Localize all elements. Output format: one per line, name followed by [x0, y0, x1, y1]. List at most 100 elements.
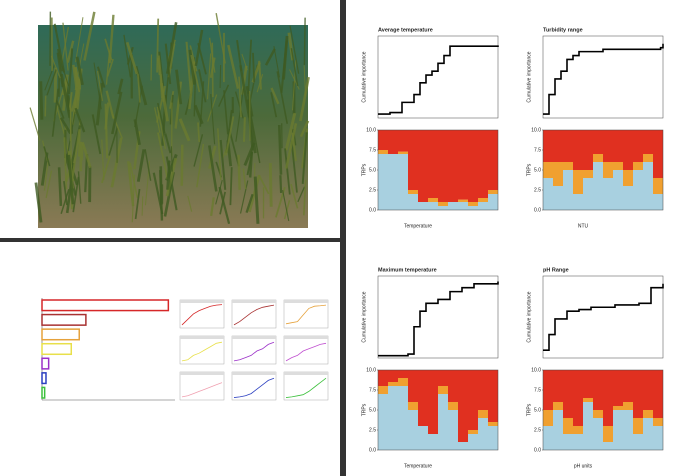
stacked-bar: [643, 410, 653, 418]
seagrass-blade: [74, 107, 86, 133]
seagrass-blade: [239, 65, 251, 118]
stacked-bar: [478, 370, 488, 410]
seagrass-blade: [235, 88, 245, 142]
stacked-bar: [428, 130, 438, 198]
seagrass-blade: [45, 170, 53, 199]
stacked-bar: [468, 434, 478, 450]
seagrass-blade: [67, 48, 74, 95]
stacked-bar: [468, 370, 478, 430]
seagrass-blade: [284, 123, 298, 169]
seagrass-blade: [91, 114, 102, 155]
y-tick-label: 0.0: [534, 207, 541, 213]
mini-plot-frame: [283, 299, 329, 329]
stacked-bar: [448, 202, 458, 210]
stacked-bar: [593, 418, 603, 450]
seagrass-blade: [297, 186, 306, 203]
x-axis-label: NTU: [578, 223, 589, 229]
seagrass-blade: [284, 112, 297, 151]
seagrass-blade: [219, 139, 227, 190]
bar-y-label: TRPs: [361, 403, 367, 416]
seagrass-blade: [159, 170, 164, 221]
stacked-bar: [573, 426, 583, 434]
panel-title: Turbidity range: [543, 27, 583, 33]
seagrass-blade: [218, 84, 230, 107]
y-tick-label: 2.5: [534, 187, 541, 193]
x-axis-label: pH units: [574, 463, 593, 469]
y-tick-label: 5.0: [534, 407, 541, 413]
seagrass-blade: [159, 83, 169, 122]
stacked-bar: [553, 410, 563, 450]
stacked-bar: [633, 434, 643, 450]
stacked-bar: [653, 130, 663, 178]
seagrass-blade: [57, 167, 63, 206]
seagrass-blade: [284, 148, 291, 195]
stacked-bar: [563, 370, 573, 418]
stacked-bar: [623, 186, 633, 210]
seagrass-blade: [136, 149, 146, 182]
stacked-bar: [438, 206, 448, 210]
stacked-bar: [653, 370, 663, 418]
stacked-bar: [603, 442, 613, 450]
y-tick-label: 5.0: [369, 167, 376, 173]
seagrass-blade: [66, 40, 75, 63]
seagrass-blade: [218, 186, 231, 225]
stacked-bar: [653, 418, 663, 426]
stacked-bar: [553, 186, 563, 210]
seagrass-blade: [275, 186, 286, 218]
seagrass-blade: [74, 67, 79, 88]
seagrass-blade: [194, 29, 204, 67]
stacked-bar: [563, 170, 573, 210]
stacked-bar: [583, 402, 593, 450]
seagrass-blade: [241, 53, 248, 71]
stacked-bar: [378, 386, 388, 394]
seagrass-blade: [117, 78, 124, 95]
seagrass-blade: [303, 17, 306, 66]
seagrass-blade: [93, 62, 102, 110]
stacked-bar: [478, 410, 488, 418]
stacked-bar: [613, 170, 623, 210]
seagrass-blade: [70, 125, 82, 166]
stacked-bar: [563, 130, 573, 162]
seagrass-blade: [57, 48, 64, 72]
y-tick-label: 7.5: [369, 147, 376, 153]
seagrass-blade: [152, 172, 164, 215]
seagrass-blade: [180, 144, 184, 186]
seagrass-blade: [187, 195, 193, 212]
seagrass-blade: [165, 156, 178, 211]
seagrass-blade: [77, 171, 82, 204]
stacked-bar: [623, 410, 633, 450]
seagrass-blade: [72, 176, 80, 213]
mini-line: [233, 304, 275, 326]
seagrass-blade: [270, 92, 278, 118]
stacked-bar: [478, 130, 488, 198]
stacked-bar: [633, 170, 643, 210]
seagrass-blade: [60, 188, 70, 214]
stacked-bar: [593, 370, 603, 410]
divider-vertical: [340, 0, 346, 476]
stacked-bar: [553, 370, 563, 402]
step-frame: [542, 275, 664, 359]
stacked-bar: [633, 162, 643, 170]
stacked-bar: [488, 194, 498, 210]
seagrass-blade: [81, 143, 84, 161]
seagrass-blade: [303, 65, 307, 97]
stacked-bar: [603, 178, 613, 210]
stacked-bar: [428, 434, 438, 450]
x-axis-label: Temperature: [404, 223, 432, 229]
seagrass-blade: [193, 134, 204, 167]
seagrass-blade: [144, 161, 151, 206]
seagrass-blade: [111, 91, 123, 135]
stacked-bar: [583, 130, 593, 170]
step-frame: [377, 275, 499, 359]
seagrass-blade: [301, 132, 308, 184]
seagrass-blade: [197, 122, 201, 143]
cumulative-step-line: [378, 45, 499, 115]
y-axis-label: Cumulative importance: [526, 291, 532, 342]
seagrass-blade: [189, 45, 198, 72]
bar: [41, 342, 73, 356]
seagrass-blade: [141, 196, 144, 216]
seagrass-blade: [69, 103, 72, 158]
stacked-bar: [488, 130, 498, 190]
seagrass-blade: [223, 90, 229, 135]
stacked-bar: [468, 430, 478, 434]
